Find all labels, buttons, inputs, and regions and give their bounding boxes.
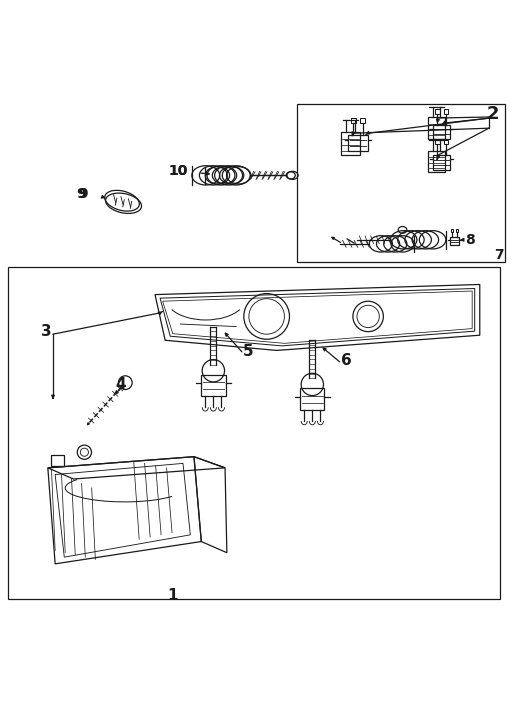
Text: 8: 8 — [465, 232, 475, 247]
Bar — [450, 237, 459, 245]
Text: 9: 9 — [78, 187, 88, 201]
Bar — [433, 124, 450, 139]
Bar — [436, 109, 440, 114]
Text: 10: 10 — [168, 164, 188, 178]
Bar — [451, 229, 453, 232]
Bar — [436, 140, 440, 144]
Bar — [444, 109, 448, 114]
Bar — [444, 140, 448, 144]
Bar — [348, 135, 368, 151]
Text: 1: 1 — [168, 587, 178, 602]
Bar — [8, 267, 500, 599]
Text: 7: 7 — [494, 248, 504, 262]
Text: 6: 6 — [342, 353, 352, 368]
Bar — [51, 456, 64, 466]
Bar — [351, 117, 356, 123]
Bar — [300, 388, 325, 410]
Bar — [297, 105, 505, 262]
Text: 3: 3 — [41, 324, 51, 338]
Bar — [433, 155, 450, 169]
Text: 5: 5 — [243, 344, 253, 359]
Bar — [361, 117, 365, 123]
FancyArrowPatch shape — [347, 239, 354, 243]
Text: 2: 2 — [486, 105, 499, 124]
Bar — [201, 375, 226, 396]
Text: 10: 10 — [168, 164, 188, 178]
Text: 9: 9 — [76, 187, 86, 201]
Bar — [456, 229, 458, 232]
Text: 4: 4 — [115, 377, 126, 392]
